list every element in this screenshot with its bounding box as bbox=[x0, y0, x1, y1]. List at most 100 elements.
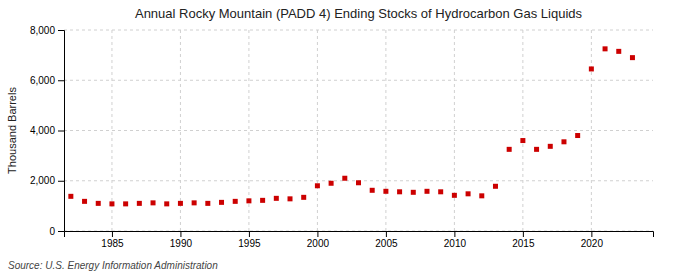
point bbox=[246, 198, 251, 203]
point bbox=[82, 199, 87, 204]
x-grid-line bbox=[180, 30, 181, 231]
point bbox=[438, 189, 443, 194]
x-grid-line bbox=[454, 30, 455, 231]
point bbox=[520, 138, 525, 143]
y-tick-mark bbox=[58, 30, 64, 31]
point bbox=[164, 201, 169, 206]
point bbox=[493, 184, 498, 189]
x-axis-line bbox=[65, 232, 654, 238]
x-tick-label: 1990 bbox=[170, 238, 193, 249]
point bbox=[534, 147, 539, 152]
y-tick-mark bbox=[58, 231, 64, 232]
x-tick: 2010 bbox=[444, 231, 467, 249]
x-grid-line bbox=[522, 30, 523, 231]
x-grid-line bbox=[591, 30, 592, 231]
x-tick-label: 2020 bbox=[581, 238, 604, 249]
x-tick: 1995 bbox=[238, 231, 261, 249]
point bbox=[561, 139, 566, 144]
y-grid-line bbox=[64, 80, 653, 81]
y-tick-label: 8,000 bbox=[30, 25, 55, 36]
x-tick-mark bbox=[317, 231, 318, 237]
point bbox=[342, 176, 347, 181]
points bbox=[68, 46, 635, 206]
x-tick: 2015 bbox=[512, 231, 535, 249]
point bbox=[548, 144, 553, 149]
y-tick: 0 bbox=[49, 226, 64, 237]
point bbox=[616, 49, 621, 54]
y-tick-label: 2,000 bbox=[30, 175, 55, 186]
point bbox=[507, 147, 512, 152]
point bbox=[123, 201, 128, 206]
y-axis-line bbox=[58, 31, 65, 232]
y-tick-mark bbox=[58, 131, 64, 132]
point bbox=[288, 196, 293, 201]
y-tick-label: 4,000 bbox=[30, 125, 55, 136]
point bbox=[274, 196, 279, 201]
x-tick-label: 2000 bbox=[307, 238, 330, 249]
point bbox=[137, 201, 142, 206]
point bbox=[219, 200, 224, 205]
plot-area: 1985 1990 1995 2000 2005 2010 2015 2020 0 2,000 4,… bbox=[30, 25, 654, 249]
point bbox=[452, 193, 457, 198]
x-grid-line bbox=[317, 30, 318, 231]
point bbox=[315, 183, 320, 188]
y-axis: 0 2,000 4,000 6,000 8,000 bbox=[30, 25, 65, 237]
x-tick-label: 1995 bbox=[238, 238, 261, 249]
y-tick-label: 0 bbox=[49, 226, 55, 237]
point bbox=[370, 188, 375, 193]
point bbox=[397, 189, 402, 194]
point bbox=[192, 200, 197, 205]
point bbox=[301, 195, 306, 200]
y-grid-line bbox=[64, 30, 653, 31]
x-tick: 1990 bbox=[170, 231, 193, 249]
point bbox=[109, 201, 114, 206]
point bbox=[96, 201, 101, 206]
point bbox=[151, 200, 156, 205]
y-axis-title: Thousand Barrels bbox=[6, 87, 18, 174]
x-grid-line bbox=[385, 30, 386, 231]
x-tick-mark bbox=[249, 231, 250, 237]
source: Source: U.S. Energy Information Administ… bbox=[8, 260, 218, 271]
point bbox=[205, 201, 210, 206]
x-tick-label: 2005 bbox=[375, 238, 398, 249]
point bbox=[329, 181, 334, 186]
x-grid-line bbox=[111, 30, 112, 231]
x-tick-mark bbox=[523, 231, 524, 237]
point bbox=[68, 194, 73, 199]
point bbox=[603, 46, 608, 51]
x-tick-mark bbox=[591, 231, 592, 237]
x-tick-label: 2015 bbox=[512, 238, 535, 249]
y-tick: 2,000 bbox=[30, 175, 64, 186]
x-tick-label: 1985 bbox=[101, 238, 124, 249]
point bbox=[356, 180, 361, 185]
x-tick-label: 2010 bbox=[444, 238, 467, 249]
x-tick-mark bbox=[112, 231, 113, 237]
y-grid-line bbox=[64, 130, 653, 131]
point bbox=[260, 198, 265, 203]
title: Annual Rocky Mountain (PADD 4) Ending St… bbox=[135, 6, 583, 21]
point bbox=[383, 189, 388, 194]
point bbox=[479, 193, 484, 198]
x-tick: 1985 bbox=[101, 231, 124, 249]
y-tick-mark bbox=[58, 80, 64, 81]
chart: 1985 1990 1995 2000 2005 2010 2015 2020 0 2,000 4,… bbox=[0, 0, 675, 275]
point bbox=[575, 133, 580, 138]
x-axis: 1985 1990 1995 2000 2005 2010 2015 2020 bbox=[65, 231, 654, 249]
x-tick-mark bbox=[180, 231, 181, 237]
point bbox=[233, 199, 238, 204]
y-tick: 6,000 bbox=[30, 75, 64, 86]
y-tick-label: 6,000 bbox=[30, 75, 55, 86]
x-tick: 2000 bbox=[307, 231, 330, 249]
x-tick-mark bbox=[386, 231, 387, 237]
y-tick: 8,000 bbox=[30, 25, 64, 36]
grid bbox=[64, 30, 653, 231]
point bbox=[630, 55, 635, 60]
x-tick: 2005 bbox=[375, 231, 398, 249]
point bbox=[424, 189, 429, 194]
x-tick-mark bbox=[454, 231, 455, 237]
point bbox=[466, 191, 471, 196]
y-tick-mark bbox=[58, 181, 64, 182]
x-tick: 2020 bbox=[581, 231, 604, 249]
point bbox=[411, 190, 416, 195]
y-tick: 4,000 bbox=[30, 125, 64, 136]
